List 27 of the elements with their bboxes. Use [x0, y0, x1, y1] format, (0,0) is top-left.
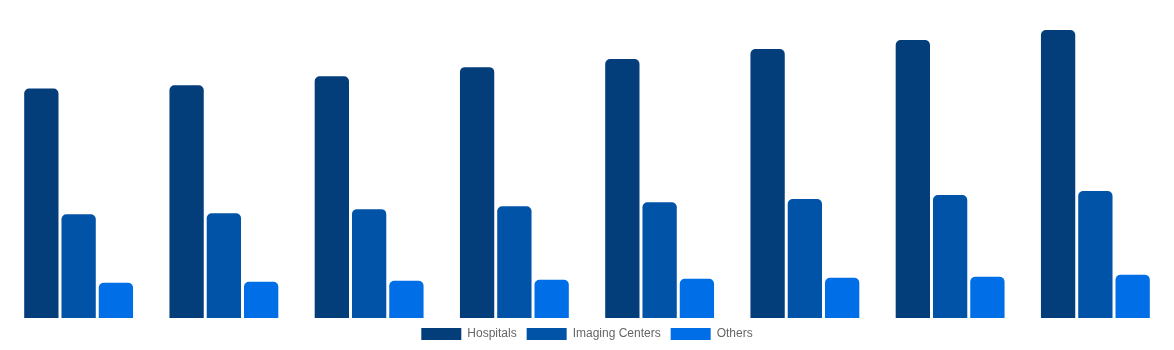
bar [497, 206, 532, 318]
bar [605, 59, 640, 318]
bar [1115, 274, 1150, 318]
bar [459, 67, 495, 318]
bar [932, 195, 968, 318]
bar [244, 281, 279, 318]
legend-label: Hospitals [467, 326, 517, 341]
bar [825, 277, 860, 318]
bar [787, 199, 823, 318]
bar [750, 49, 785, 318]
bar [970, 276, 1005, 318]
bar [351, 209, 387, 318]
bar [895, 40, 930, 318]
bar [1040, 30, 1076, 318]
bar [642, 202, 677, 318]
bar [24, 88, 59, 318]
bar [314, 76, 349, 318]
bar [534, 279, 569, 318]
bar [1078, 190, 1113, 318]
bar [206, 213, 242, 318]
bar [169, 85, 204, 318]
bar [679, 278, 715, 318]
legend-label: Imaging Centers [572, 326, 661, 341]
bar [61, 214, 96, 318]
bar [389, 280, 424, 318]
legend-label: Others [716, 326, 753, 341]
bar [98, 282, 134, 318]
